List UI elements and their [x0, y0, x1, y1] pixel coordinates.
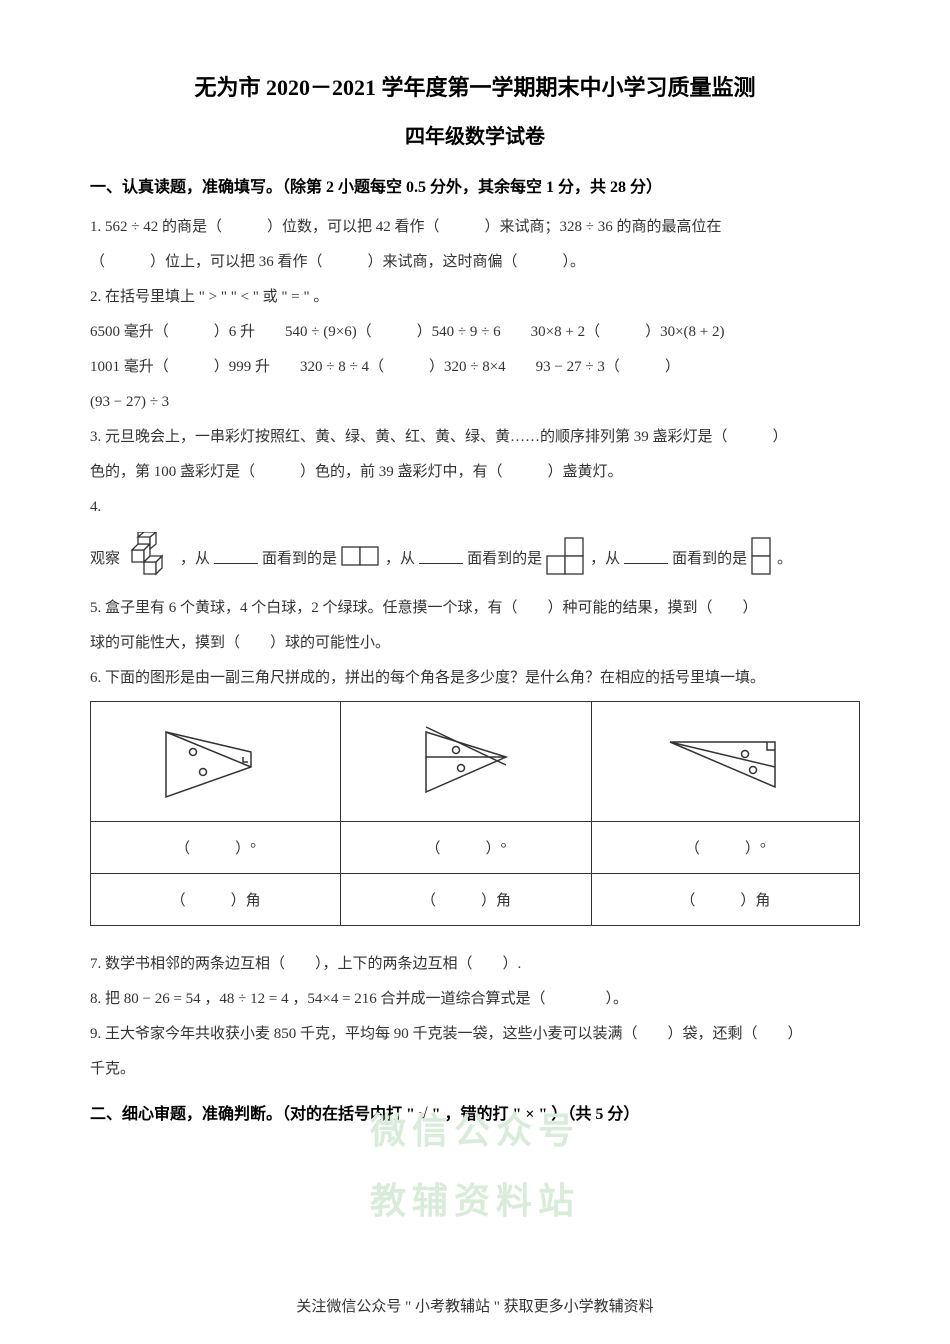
- question-4-number: 4.: [90, 491, 860, 524]
- watermark-line-2: 教辅资料站: [370, 1172, 580, 1224]
- angle-figure-1-cell: [91, 702, 341, 822]
- q4-period: 。: [777, 547, 792, 568]
- q4-seen-1: 面看到的是: [262, 547, 337, 568]
- angletype-cell-2: （ ）角: [341, 874, 591, 926]
- blank-fill: [214, 550, 258, 564]
- degree-cell-3: （ ）°: [591, 822, 859, 874]
- q4-seen-2: 面看到的是: [467, 547, 542, 568]
- question-7: 7. 数学书相邻的两条边互相（ ），上下的两条边互相（ ）.: [90, 948, 860, 981]
- question-3-line-b: 色的，第 100 盏彩灯是（ ）色的，前 39 盏彩灯中，有（ ）盏黄灯。: [90, 456, 860, 489]
- q4-seen-3: 面看到的是: [672, 547, 747, 568]
- triangle-ruler-2-icon: [401, 712, 531, 812]
- question-6: 6. 下面的图形是由一副三角尺拼成的，拼出的每个角各是多少度？是什么角？在相应的…: [90, 662, 860, 695]
- angle-table: （ ）° （ ）° （ ）° （ ）角 （ ）角 （ ）角: [90, 701, 860, 926]
- view-vertical-two-icon: [751, 537, 773, 577]
- question-8: 8. 把 80 − 26 = 54 ，48 ÷ 12 = 4 ，54×4 = 2…: [90, 983, 860, 1016]
- view-two-square-icon: [341, 546, 381, 568]
- q4-from-3: ，从: [590, 547, 620, 568]
- question-2-line-d: (93 − 27) ÷ 3: [90, 386, 860, 419]
- question-1-line-b: （ ）位上，可以把 36 看作（ ）来试商，这时商偏（ ）。: [90, 246, 860, 279]
- blank-fill: [419, 550, 463, 564]
- question-9-line-a: 9. 王大爷家今年共收获小麦 850 千克，平均每 90 千克装一袋，这些小麦可…: [90, 1018, 860, 1051]
- question-3-line-a: 3. 元旦晚会上，一串彩灯按照红、黄、绿、黄、红、黄、绿、黄……的顺序排列第 3…: [90, 421, 860, 454]
- degree-cell-2: （ ）°: [341, 822, 591, 874]
- question-4-row: 观察 ，从 面看到的是 ，从 面看到的是 ，从 面看到的是 。: [90, 532, 860, 582]
- angletype-cell-3: （ ）角: [591, 874, 859, 926]
- q4-from-1: ，从: [180, 547, 210, 568]
- cubes-3d-icon: [124, 532, 176, 582]
- angle-figure-3-cell: [591, 702, 859, 822]
- question-5-line-b: 球的可能性大，摸到（ ）球的可能性小。: [90, 627, 860, 660]
- question-5-line-a: 5. 盒子里有 6 个黄球，4 个白球，2 个绿球。任意摸一个球，有（ ）种可能…: [90, 592, 860, 625]
- question-2-line-c: 1001 毫升（ ）999 升 320 ÷ 8 ÷ 4（ ）320 ÷ 8×4 …: [90, 351, 860, 384]
- q4-observe-label: 观察: [90, 547, 120, 568]
- triangle-ruler-3-icon: [655, 712, 795, 812]
- page-title: 无为市 2020－2021 学年度第一学期期末中小学习质量监测: [90, 70, 860, 102]
- table-row-angletype: （ ）角 （ ）角 （ ）角: [91, 874, 860, 926]
- section-1-heading: 一、认真读题，准确填写。（除第 2 小题每空 0.5 分外，其余每空 1 分，共…: [90, 173, 860, 197]
- question-1-line-a: 1. 562 ÷ 42 的商是（ ）位数，可以把 42 看作（ ）来试商；328…: [90, 211, 860, 244]
- page-footer: 关注微信公众号 " 小考教辅站 " 获取更多小学教辅资料: [0, 1295, 950, 1316]
- view-l-shape-icon: [546, 537, 586, 577]
- q4-from-2: ，从: [385, 547, 415, 568]
- page-subtitle: 四年级数学试卷: [90, 120, 860, 149]
- question-2-line-a: 2. 在括号里填上 " > " " < " 或 " = " 。: [90, 281, 860, 314]
- section-2-heading: 二、细心审题，准确判断。（对的在括号内打 " √ " ，错的打 " × " ）（…: [90, 1100, 860, 1124]
- angletype-cell-1: （ ）角: [91, 874, 341, 926]
- degree-cell-1: （ ）°: [91, 822, 341, 874]
- table-row-figures: [91, 702, 860, 822]
- triangle-ruler-1-icon: [151, 712, 281, 812]
- angle-figure-2-cell: [341, 702, 591, 822]
- blank-fill: [624, 550, 668, 564]
- question-9-line-b: 千克。: [90, 1053, 860, 1086]
- table-row-degrees: （ ）° （ ）° （ ）°: [91, 822, 860, 874]
- question-2-line-b: 6500 毫升（ ）6 升 540 ÷ (9×6)（ ）540 ÷ 9 ÷ 6 …: [90, 316, 860, 349]
